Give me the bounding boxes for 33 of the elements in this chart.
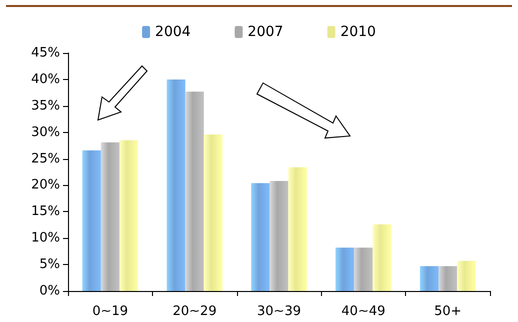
y-tick-label: 30%: [31, 124, 60, 140]
legend-label: 2010: [340, 24, 376, 40]
bar: [119, 140, 138, 291]
x-tick-label: 40~49: [341, 304, 386, 319]
y-tick-label: 5%: [39, 257, 60, 272]
x-tick-label: 0~19: [92, 304, 128, 319]
y-tick-label: 15%: [31, 204, 60, 220]
bar: [288, 167, 307, 291]
bar: [100, 142, 120, 291]
bar: [185, 92, 204, 291]
y-tick-label: 35%: [31, 98, 60, 114]
bar: [82, 150, 101, 291]
x-tick-label: 20~29: [172, 304, 217, 319]
x-tick-label: 30~39: [257, 304, 301, 319]
bar: [204, 134, 222, 291]
legend-label: 2007: [248, 24, 284, 40]
bar: [336, 248, 354, 291]
bar: [420, 266, 439, 291]
x-tick-label: 50+: [434, 304, 462, 319]
y-tick-label: 20%: [31, 178, 60, 193]
bar: [438, 266, 458, 291]
y-tick-label: 25%: [31, 151, 60, 166]
bar: [354, 248, 373, 291]
bar: [372, 224, 392, 291]
bar: [457, 260, 476, 291]
bar: [166, 79, 186, 291]
y-tick-label: 0%: [39, 284, 60, 298]
legend-label: 2004: [155, 24, 191, 40]
bar: [251, 183, 270, 291]
y-tick-label: 45%: [31, 46, 60, 60]
y-tick-label: 40%: [31, 72, 60, 87]
y-tick-label: 10%: [31, 230, 60, 246]
bar: [270, 180, 288, 291]
